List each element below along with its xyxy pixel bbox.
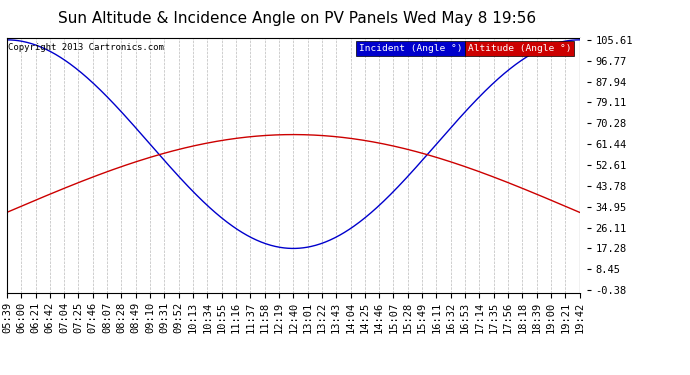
Text: Incident (Angle °): Incident (Angle °)	[359, 44, 462, 53]
Text: Sun Altitude & Incidence Angle on PV Panels Wed May 8 19:56: Sun Altitude & Incidence Angle on PV Pan…	[58, 11, 535, 26]
Text: Altitude (Angle °): Altitude (Angle °)	[468, 44, 571, 53]
Text: Copyright 2013 Cartronics.com: Copyright 2013 Cartronics.com	[8, 43, 164, 52]
